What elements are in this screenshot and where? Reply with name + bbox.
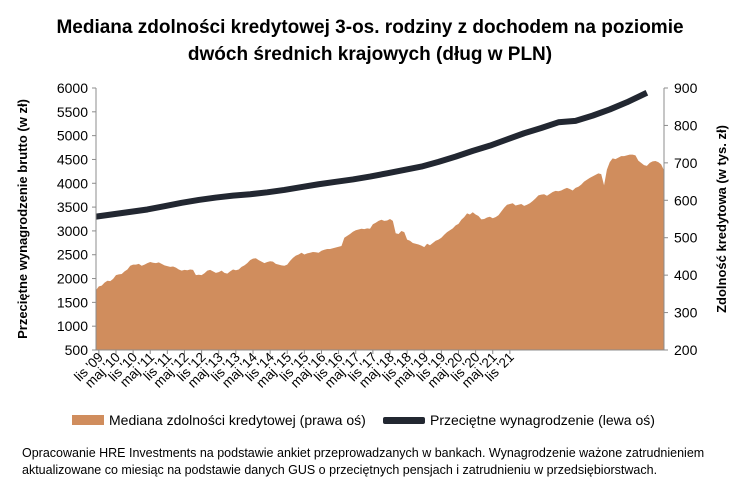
- legend-label-salary: Przeciętne wynagrodzenie (lewa oś): [430, 412, 655, 428]
- right-tick-label: 700: [674, 155, 698, 171]
- right-tick-label: 500: [674, 230, 698, 246]
- left-tick-label: 6000: [57, 80, 88, 96]
- right-tick-label: 300: [674, 305, 698, 321]
- salary-line: [95, 90, 649, 220]
- legend-label-capacity: Mediana zdolności kredytowej (prawa oś): [109, 412, 366, 428]
- left-tick-label: 1000: [57, 318, 88, 334]
- left-tick-label: 1500: [57, 294, 88, 310]
- right-tick-label: 900: [674, 80, 698, 96]
- left-tick-label: 5500: [57, 104, 88, 120]
- left-tick-label: 4500: [57, 151, 88, 167]
- left-tick-label: 2500: [57, 247, 88, 263]
- chart-title-line-2: dwóch średnich krajowych (dług w PLN): [187, 44, 553, 65]
- left-tick-label: 5000: [57, 128, 88, 144]
- chart-title: Mediana zdolności kredytowej 3-os. rodzi…: [0, 14, 740, 68]
- right-tick-label: 200: [674, 342, 698, 358]
- legend-swatch-salary: [383, 416, 425, 424]
- left-tick-label: 500: [65, 342, 89, 358]
- chart-title-line-1: Mediana zdolności kredytowej 3-os. rodzi…: [56, 17, 684, 38]
- left-tick-label: 4000: [57, 175, 88, 191]
- left-tick-label: 3000: [57, 223, 88, 239]
- area-layer: [96, 154, 664, 350]
- legend-swatch-capacity: [72, 415, 104, 425]
- source-note: Opracowanie HRE Investments na podstawie…: [22, 446, 705, 477]
- right-tick-label: 400: [674, 267, 698, 283]
- left-tick-label: 3500: [57, 199, 88, 215]
- legend-item-salary: Przeciętne wynagrodzenie (lewa oś): [383, 412, 655, 428]
- legend-item-capacity: Mediana zdolności kredytowej (prawa oś): [72, 412, 366, 428]
- chart-legend: Mediana zdolności kredytowej (prawa oś) …: [0, 412, 740, 434]
- capacity-area: [96, 154, 664, 350]
- left-tick-label: 2000: [57, 271, 88, 287]
- y-axis-right-title: Zdolność kredytowa (w tys. zł): [714, 125, 729, 313]
- right-tick-label: 800: [674, 117, 698, 133]
- chart-plot: 500 1000 1500 2000 2500 3000 3500 4000 4500 5000 5…: [15, 80, 729, 391]
- y-axis-left-title: Przeciętne wynagrodzenie brutto (w zł): [15, 99, 30, 339]
- axis-layer: [92, 87, 668, 354]
- right-tick-label: 600: [674, 192, 698, 208]
- line-layer: [95, 90, 649, 220]
